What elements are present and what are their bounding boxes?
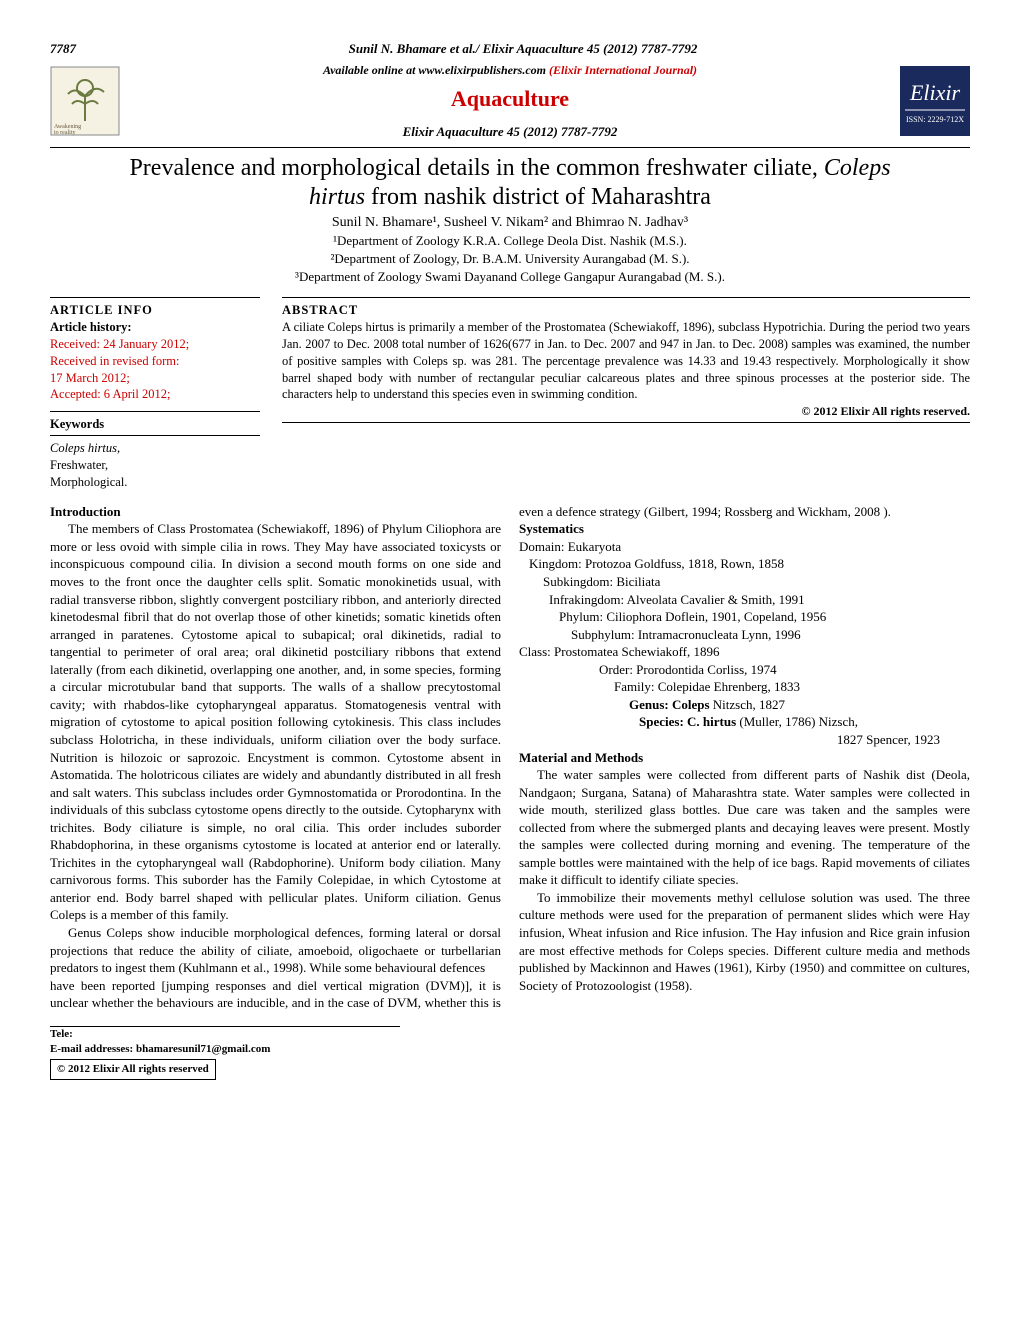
title-ital1: Coleps <box>824 155 891 181</box>
email-address: bhamaresunil71@gmail.com <box>136 1043 270 1055</box>
availability-journal: (Elixir International Journal) <box>549 63 697 77</box>
article-title: Prevalence and morphological details in … <box>50 154 970 212</box>
tax-subkingdom: Subkingdom: Biciliata <box>543 573 970 591</box>
tax-kingdom: Kingdom: Protozoa Goldfuss, 1818, Rown, … <box>529 555 970 573</box>
tax-genus: Genus: Coleps Nitzsch, 1827 <box>629 696 970 714</box>
tax-family: Family: Colepidae Ehrenberg, 1833 <box>614 678 970 696</box>
article-info-block: ARTICLE INFO Article history: Received: … <box>50 295 260 491</box>
tax-genus-label: Genus: Coleps <box>629 697 710 712</box>
journal-reference: Elixir Aquaculture 45 (2012) 7787-7792 <box>120 123 900 141</box>
running-head: 7787 Sunil N. Bhamare et al./ Elixir Aqu… <box>50 40 970 58</box>
tax-species-year: 1827 Spencer, 1923 <box>519 731 970 749</box>
systematics-head: Systematics <box>519 520 970 538</box>
running-head-text: Sunil N. Bhamare et al./ Elixir Aquacult… <box>50 40 970 58</box>
publisher-logo-icon: Awakening to reality <box>50 66 120 136</box>
article-history-label: Article history: <box>50 319 260 336</box>
tax-subphylum: Subphylum: Intramacronucleata Lynn, 1996 <box>571 626 970 644</box>
rule <box>50 147 970 148</box>
availability-text: Available online at www.elixirpublishers… <box>323 63 549 77</box>
footer: Tele: E-mail addresses: bhamaresunil71@g… <box>50 1026 970 1081</box>
keywords-head: Keywords <box>50 416 260 433</box>
revised-date: 17 March 2012; <box>50 370 260 387</box>
tax-infrakingdom: Infrakingdom: Alveolata Cavalier & Smith… <box>549 591 970 609</box>
page-number: 7787 <box>50 40 76 58</box>
methods-head: Material and Methods <box>519 749 970 767</box>
tax-genus-auth: Nitzsch, 1827 <box>710 697 785 712</box>
received-date: Received: 24 January 2012; <box>50 336 260 353</box>
svg-text:to reality: to reality <box>54 130 76 136</box>
affiliation-3: ³Department of Zoology Swami Dayanand Co… <box>50 268 970 286</box>
tax-species-label: Species: C. hirtus <box>639 714 736 729</box>
body-text: Introduction The members of Class Prosto… <box>50 503 970 1012</box>
abstract-head: ABSTRACT <box>282 302 970 319</box>
keyword-2: Freshwater, <box>50 457 260 474</box>
availability-line: Available online at www.elixirpublishers… <box>120 62 900 78</box>
affiliation-2: ²Department of Zoology, Dr. B.A.M. Unive… <box>50 250 970 268</box>
logo-script: Elixir <box>909 80 961 105</box>
tax-phylum: Phylum: Ciliophora Doflein, 1901, Copela… <box>559 608 970 626</box>
abstract-text: A ciliate Coleps hirtus is primarily a m… <box>282 319 970 403</box>
taxonomy-block: Domain: Eukaryota Kingdom: Protozoa Gold… <box>519 538 970 749</box>
abstract-block: ABSTRACT A ciliate Coleps hirtus is prim… <box>282 295 970 491</box>
tele-line: Tele: <box>50 1027 970 1042</box>
svg-text:ISSN: 2229-712X: ISSN: 2229-712X <box>906 115 964 124</box>
keyword-3: Morphological. <box>50 474 260 491</box>
keyword-1: Coleps hirtus, <box>50 440 260 457</box>
affiliation-1: ¹Department of Zoology K.R.A. College De… <box>50 232 970 250</box>
masthead: Awakening to reality Available online at… <box>50 62 970 141</box>
authors: Sunil N. Bhamare¹, Susheel V. Nikam² and… <box>50 214 970 233</box>
tax-class: Class: Prostomatea Schewiakoff, 1896 <box>519 643 970 661</box>
footer-copyright: © 2012 Elixir All rights reserved <box>50 1059 216 1080</box>
tax-species: Species: C. hirtus (Muller, 1786) Nizsch… <box>639 713 970 731</box>
title-part1: Prevalence and morphological details in … <box>129 155 823 181</box>
title-part2: from nashik district of Maharashtra <box>365 184 711 210</box>
introduction-head: Introduction <box>50 503 501 521</box>
intro-paragraph-1: The members of Class Prostomatea (Schewi… <box>50 520 501 924</box>
methods-paragraph-2: To immobilize their movements methyl cel… <box>519 889 970 994</box>
tax-species-auth: (Muller, 1786) Nizsch, <box>736 714 858 729</box>
accepted-date: Accepted: 6 April 2012; <box>50 386 260 403</box>
tax-domain: Domain: Eukaryota <box>519 538 970 556</box>
issn-logo-icon: Elixir ISSN: 2229-712X <box>900 66 970 136</box>
intro-paragraph-2: Genus Coleps show inducible morphologica… <box>50 924 501 977</box>
title-ital2: hirtus <box>309 184 365 210</box>
methods-paragraph-1: The water samples were collected from di… <box>519 766 970 889</box>
email-label: E-mail addresses: <box>50 1043 136 1055</box>
journal-name: Aquaculture <box>120 84 900 114</box>
abstract-copyright: © 2012 Elixir All rights reserved. <box>282 403 970 419</box>
email-line: E-mail addresses: bhamaresunil71@gmail.c… <box>50 1042 970 1057</box>
revised-label: Received in revised form: <box>50 353 260 370</box>
article-info-head: ARTICLE INFO <box>50 302 260 319</box>
tax-order: Order: Prorodontida Corliss, 1974 <box>599 661 970 679</box>
